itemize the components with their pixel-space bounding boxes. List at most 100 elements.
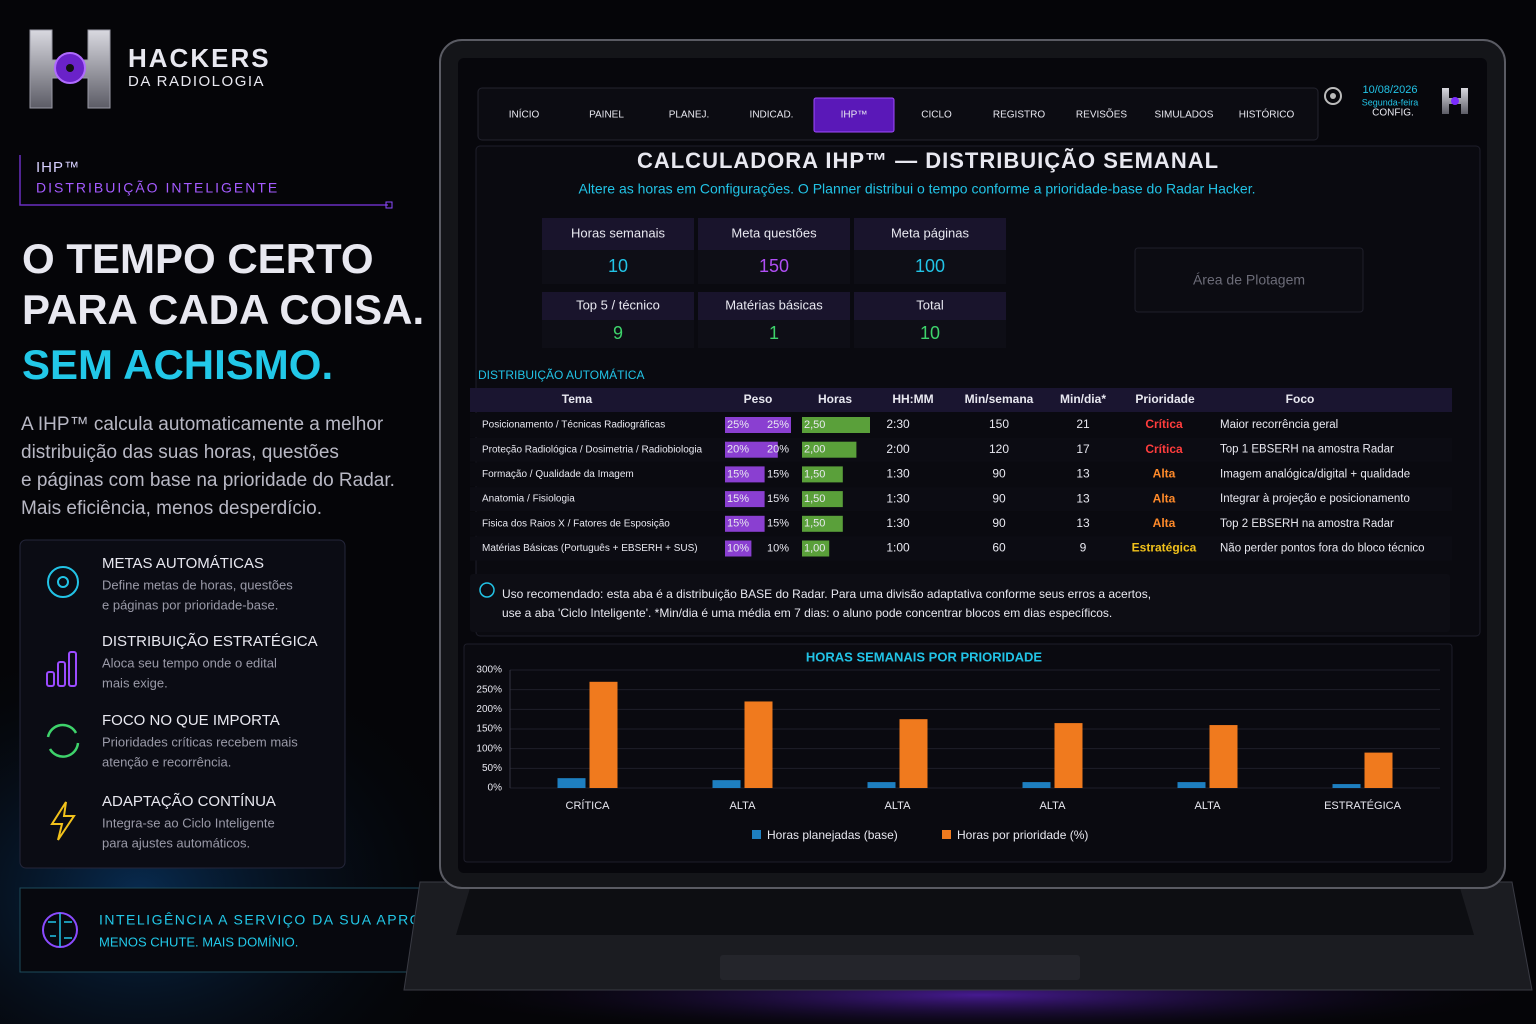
- row-bg: [470, 487, 1452, 512]
- headline: PARA CADA COISA.: [22, 286, 424, 333]
- icon: [57, 576, 69, 588]
- cell-hhmm: 1:00: [886, 541, 910, 555]
- brain-icon: [42, 912, 78, 948]
- table-header: HH:MM: [892, 392, 933, 406]
- icon: [46, 671, 55, 687]
- weekday: Segunda-feira: [1362, 97, 1419, 107]
- stat-label-bg: [698, 218, 850, 250]
- footer-box: [19, 887, 461, 973]
- nav-item[interactable]: CICLO: [921, 110, 952, 121]
- legend-label: Horas por prioridade (%): [957, 828, 1088, 842]
- stat-label: Matérias básicas: [725, 297, 823, 312]
- stat-value: 150: [759, 256, 789, 276]
- feature-desc: Integra-se ao Ciclo Inteligente: [102, 815, 275, 830]
- brand-sub: DA RADIOLOGIA: [128, 73, 265, 90]
- stat-label: Meta páginas: [891, 225, 970, 240]
- features-panel: [19, 539, 346, 869]
- cell-tema: Matérias Básicas (Português + EBSERH + S…: [482, 543, 698, 554]
- body-line: A IHP™ calcula automaticamente a melhor: [21, 414, 384, 435]
- icon: [68, 651, 77, 687]
- table-header: Foco: [1286, 392, 1315, 406]
- table-header: Tema: [562, 392, 593, 406]
- peso-bar: [725, 466, 765, 483]
- cell-horas: 1,00: [804, 542, 825, 554]
- table-header: Min/semana: [965, 392, 1034, 406]
- cell-prioridade: Alta: [1153, 516, 1176, 530]
- nav-item[interactable]: HISTÓRICO: [1239, 108, 1295, 121]
- cell-hhmm: 2:00: [886, 442, 910, 456]
- cell-peso: 15%: [727, 493, 749, 505]
- cell-horas: 1,50: [804, 493, 825, 505]
- peso-bar: [725, 417, 791, 433]
- horas-bar: [802, 441, 857, 458]
- nav-item[interactable]: PLANEJ.: [669, 110, 710, 121]
- horas-bar: [802, 491, 843, 508]
- cell-peso: 15%: [767, 493, 789, 505]
- stat-value: 100: [915, 256, 945, 276]
- legend-label: Horas planejadas (base): [767, 828, 898, 842]
- cell-prioridade: Alta: [1153, 467, 1176, 481]
- cell-hhmm: 1:30: [886, 491, 910, 505]
- tag-corner: [385, 201, 393, 209]
- y-tick-label: 50%: [482, 763, 502, 774]
- nav-item[interactable]: INDICAD.: [750, 110, 794, 121]
- y-tick-label: 150%: [476, 724, 502, 735]
- logo: [29, 29, 111, 109]
- cell-min-semana: 90: [992, 467, 1006, 481]
- app-subtitle: Altere as horas em Configurações. O Plan…: [578, 181, 1255, 197]
- stat-value: 10: [920, 323, 940, 343]
- cell-foco: Não perder pontos fora do bloco técnico: [1220, 543, 1425, 555]
- body-text: A IHP™ calcula automaticamente a melhor d…: [21, 414, 395, 519]
- chart-title: HORAS SEMANAIS POR PRIORIDADE: [806, 649, 1043, 664]
- cell-horas: 1,50: [804, 518, 825, 530]
- tag: IHP™: [36, 159, 80, 176]
- x-tick-label: ESTRATÉGICA: [1324, 799, 1401, 812]
- nav-item[interactable]: IHP™: [841, 110, 868, 121]
- cell-min-dia: 13: [1076, 516, 1090, 530]
- nav-active: [813, 97, 895, 133]
- app-logo: [1451, 97, 1459, 105]
- cell-tema: Fisica dos Raios X / Fatores de Esposiçã…: [482, 518, 670, 529]
- note-line: use a aba 'Ciclo Inteligente'. *Min/dia …: [502, 606, 1112, 620]
- stat-value-bg: [542, 320, 694, 348]
- stat-value: 10: [608, 256, 628, 276]
- row-bg: [470, 413, 1452, 437]
- nav-item[interactable]: INÍCIO: [509, 108, 540, 121]
- table-header-bg: [470, 388, 1452, 412]
- stat-label: Total: [916, 297, 944, 312]
- config-link[interactable]: CONFIG.: [1372, 108, 1414, 119]
- body-line: distribuição das suas horas, questões: [21, 442, 339, 463]
- bar: [1022, 782, 1051, 788]
- nav-item[interactable]: REGISTRO: [993, 110, 1045, 121]
- stat-value-bg: [542, 250, 694, 284]
- peso-bar: [725, 515, 765, 532]
- cell-peso: 10%: [767, 542, 789, 554]
- cell-tema: Posicionamento / Técnicas Radiográficas: [482, 420, 665, 431]
- cell-min-dia: 13: [1076, 467, 1090, 481]
- feature-title: FOCO NO QUE IMPORTA: [102, 712, 280, 729]
- cell-tema: Proteção Radiológica / Dosimetria / Radi…: [482, 444, 703, 455]
- cell-peso: 20%: [727, 444, 749, 456]
- headline: O TEMPO CERTO: [22, 235, 374, 282]
- body-line: Mais eficiência, menos desperdício.: [21, 498, 322, 519]
- tag-sub: DISTRIBUIÇÃO INTELIGENTE: [36, 180, 279, 196]
- feature-desc: Aloca seu tempo onde o edital: [102, 655, 277, 670]
- bar: [1209, 725, 1238, 788]
- horas-bar: [802, 540, 830, 557]
- settings-icon[interactable]: [1324, 87, 1342, 105]
- nav-item[interactable]: SIMULADOS: [1155, 110, 1214, 121]
- info-icon: [479, 582, 495, 598]
- cell-prioridade: Crítica: [1145, 417, 1183, 431]
- cell-min-dia: 9: [1080, 541, 1087, 555]
- icon: [57, 661, 66, 687]
- app: 10/08/2026 Segunda-feira CONFIG. CALCULA…: [463, 84, 1481, 863]
- stat-value: 9: [613, 323, 623, 343]
- x-tick-label: ALTA: [885, 800, 912, 812]
- stat-label-bg: [854, 292, 1006, 320]
- stat-label-bg: [854, 218, 1006, 250]
- nav-item[interactable]: PAINEL: [589, 110, 624, 121]
- nav-item[interactable]: REVISÕES: [1076, 108, 1127, 121]
- cell-hhmm: 1:30: [886, 467, 910, 481]
- table-header: Prioridade: [1135, 392, 1195, 406]
- cell-foco: Top 2 EBSERH na amostra Radar: [1220, 518, 1394, 530]
